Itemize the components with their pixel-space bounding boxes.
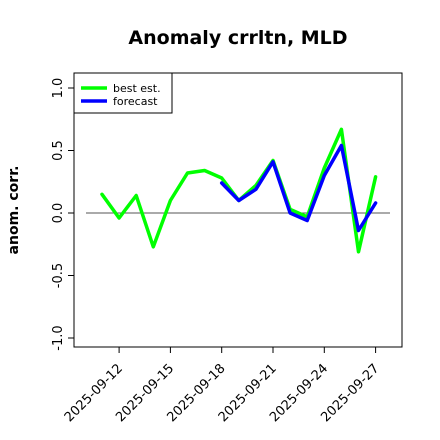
y-tick-label: -0.5 bbox=[51, 263, 66, 288]
series-line-forecast bbox=[219, 143, 378, 233]
legend-label: forecast bbox=[113, 95, 158, 108]
chart-title: Anomaly crrltn, MLD bbox=[128, 27, 347, 49]
y-tick-label: 0.5 bbox=[51, 140, 66, 161]
series-line-best-est bbox=[100, 127, 378, 254]
y-tick-label: 0.0 bbox=[51, 203, 66, 224]
y-axis-label: anom. corr. bbox=[6, 166, 22, 255]
plot-frame bbox=[73, 72, 403, 348]
legend-box bbox=[73, 72, 173, 114]
y-tick-label: -1.0 bbox=[51, 325, 66, 350]
legend-label: best est. bbox=[113, 82, 161, 95]
y-tick-label: 1.0 bbox=[51, 78, 66, 99]
